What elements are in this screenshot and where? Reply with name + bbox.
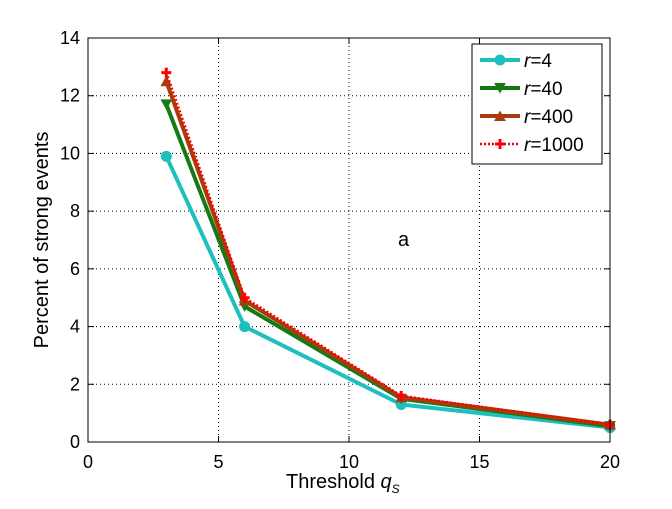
- x-tick-label: 15: [469, 452, 489, 472]
- y-tick-label: 2: [70, 374, 80, 394]
- series-r=4: [160, 150, 616, 434]
- legend-marker: [495, 139, 505, 149]
- data-point: [161, 67, 172, 78]
- x-tick-label: 5: [213, 452, 223, 472]
- grid: [88, 38, 610, 442]
- y-tick-label: 4: [70, 317, 80, 337]
- x-axis-label: Threshold qS: [286, 471, 400, 496]
- series-line: [165, 72, 611, 426]
- legend-marker: [494, 83, 506, 94]
- y-tick-label: 6: [70, 259, 80, 279]
- legend-marker: [494, 54, 506, 66]
- data-point: [239, 292, 250, 303]
- legend-label: r=1000: [524, 135, 584, 156]
- x-tick-label: 0: [83, 452, 93, 472]
- y-tick-label: 0: [70, 432, 80, 452]
- y-tick-label: 12: [60, 86, 80, 106]
- x-tick-label: 20: [600, 452, 620, 472]
- legend-marker: [494, 110, 506, 121]
- x-tick-label: 10: [339, 452, 359, 472]
- series-layer: [160, 67, 616, 434]
- series-line: [164, 155, 611, 430]
- y-tick-label: 10: [60, 143, 80, 163]
- y-tick-label: 14: [60, 28, 80, 48]
- annotation-label: a: [398, 229, 410, 251]
- legend-item: r=1000: [480, 135, 584, 156]
- ticks: 0 5 10 15 20 0 2 4 6 8 10 12 14: [60, 28, 620, 472]
- legend-item: r=4: [480, 51, 552, 72]
- data-point: [239, 321, 251, 333]
- y-axis-label: Percent of strong events: [31, 132, 53, 349]
- y-tick-label: 8: [70, 201, 80, 221]
- data-point: [160, 99, 173, 110]
- legend-item: r=400: [480, 107, 573, 128]
- data-point: [160, 150, 172, 162]
- data-point: [396, 390, 407, 401]
- legend-label: r=40: [524, 79, 563, 100]
- legend: r=4 r=40 r=400 r=1000: [471, 43, 603, 165]
- legend-label: r=4: [524, 51, 552, 72]
- legend-item: r=40: [480, 79, 563, 100]
- legend-label: r=400: [524, 107, 573, 128]
